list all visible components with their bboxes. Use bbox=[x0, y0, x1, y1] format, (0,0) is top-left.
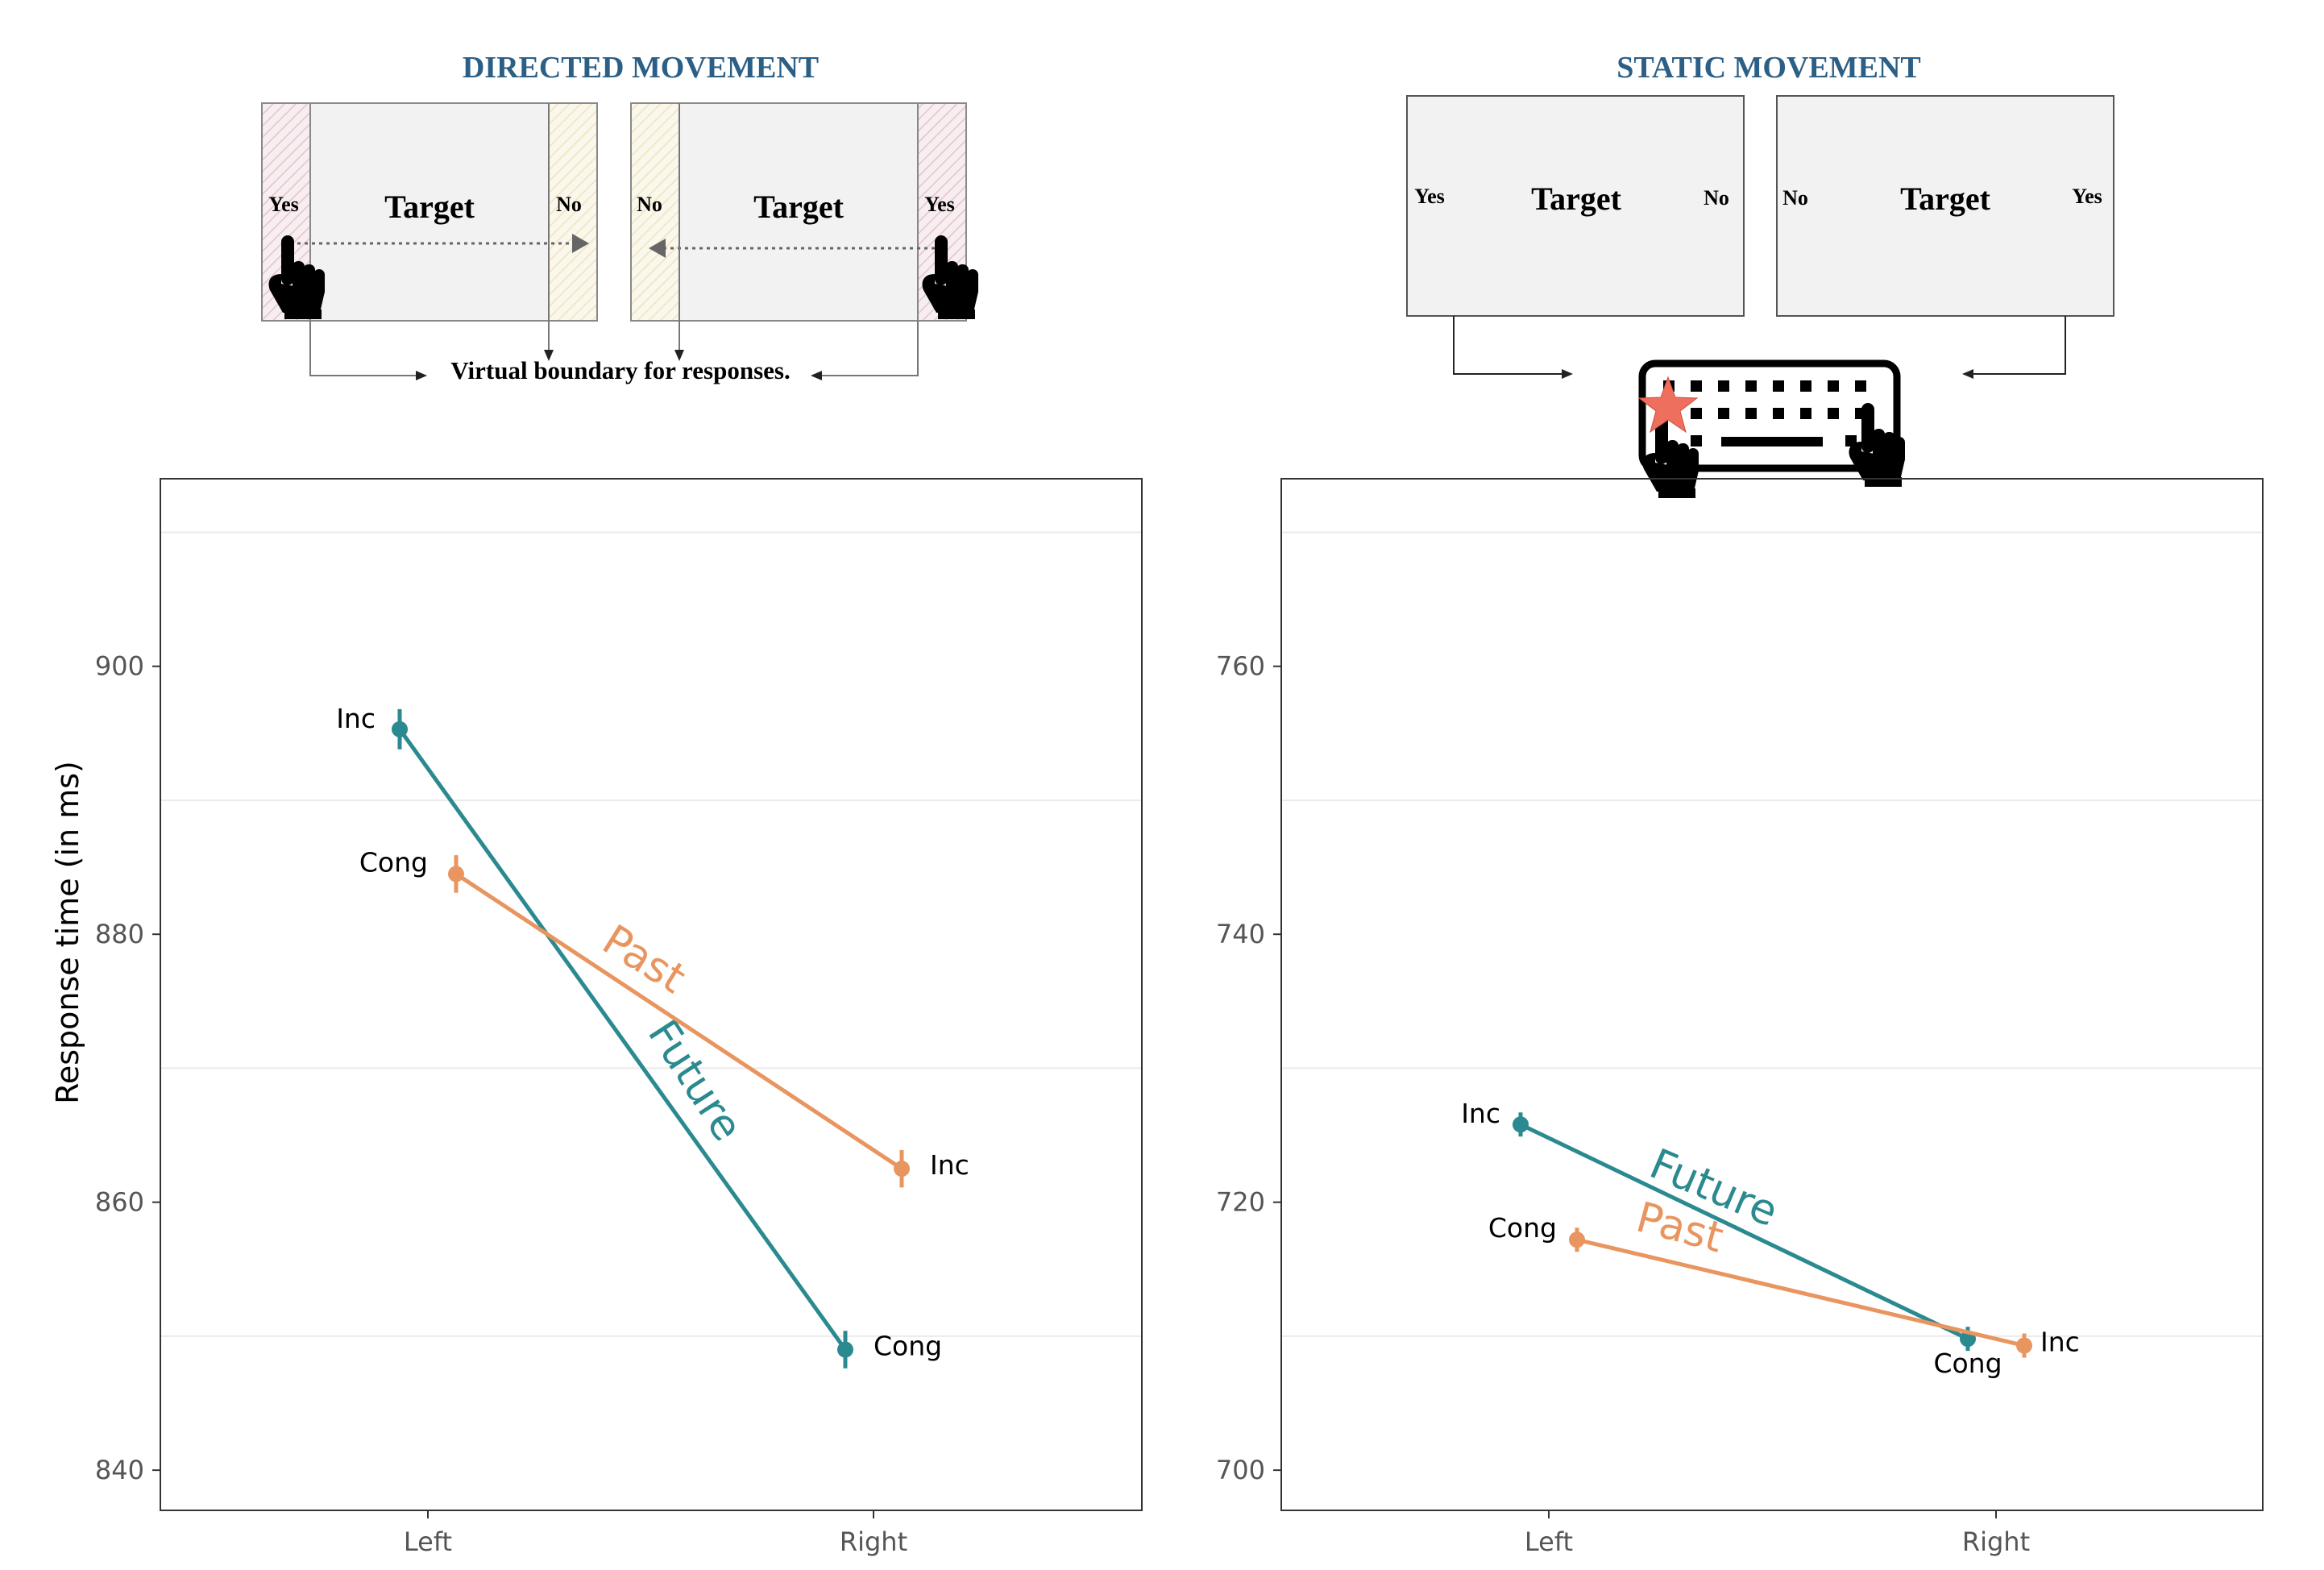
point-label: Cong bbox=[359, 846, 428, 878]
series-line-past bbox=[454, 872, 903, 1171]
y-tick-label: 720 bbox=[1216, 1187, 1265, 1218]
y-tick-label: 760 bbox=[1216, 651, 1265, 682]
directed-movement-heading: DIRECTED MOVEMENT bbox=[463, 51, 819, 85]
directed-movement-illustration: DIRECTED MOVEMENT Yes Target No No Targe… bbox=[261, 51, 978, 384]
no-zone bbox=[548, 102, 598, 322]
data-point bbox=[2016, 1337, 2032, 1354]
keyboard-connectors bbox=[1453, 316, 2066, 379]
series-label-past: Past bbox=[594, 916, 694, 1003]
star-icon bbox=[1637, 376, 1699, 434]
boundary-label: Virtual boundary for responses. bbox=[450, 356, 790, 384]
point-label: Cong bbox=[1933, 1348, 2002, 1379]
data-point bbox=[837, 1341, 853, 1358]
y-axis-label: Response time (in ms) bbox=[50, 761, 85, 1104]
data-point bbox=[894, 1161, 910, 1178]
static-screen-1: Yes Target No bbox=[1406, 95, 1745, 317]
y-tick-label: 880 bbox=[95, 919, 144, 949]
data-point bbox=[1513, 1116, 1529, 1133]
series-line-future bbox=[1519, 1122, 1969, 1341]
x-tick-label: Right bbox=[840, 1526, 907, 1557]
screen-left-label: Yes bbox=[1414, 185, 1445, 208]
x-tick-label: Right bbox=[1962, 1526, 2030, 1557]
screen-target-label: Target bbox=[1531, 181, 1622, 217]
data-point bbox=[1569, 1231, 1585, 1248]
data-point bbox=[392, 721, 408, 737]
data-point bbox=[448, 866, 464, 883]
x-tick-label: Left bbox=[404, 1526, 452, 1557]
x-tick-label: Left bbox=[1525, 1526, 1573, 1557]
screen-right-label: Yes bbox=[924, 193, 955, 216]
screen-target-label: Target bbox=[753, 189, 845, 225]
point-label: Inc bbox=[930, 1149, 969, 1181]
y-tick-label: 900 bbox=[95, 651, 144, 682]
point-label: Cong bbox=[1488, 1212, 1557, 1244]
point-label: Inc bbox=[2040, 1327, 2080, 1358]
screen-left-label: No bbox=[637, 193, 662, 216]
screen-left-label: Yes bbox=[268, 193, 299, 216]
series-line-future bbox=[397, 728, 848, 1351]
y-tick-label: 840 bbox=[95, 1455, 144, 1485]
boundary-connectors bbox=[309, 103, 919, 380]
directed-screen-1: Yes Target No bbox=[261, 102, 598, 322]
directed-screen-2: No Target Yes bbox=[630, 102, 978, 322]
screen-right-label: No bbox=[556, 193, 582, 216]
screen-target-label: Target bbox=[1900, 181, 1991, 217]
screen-target-label: Target bbox=[384, 189, 475, 225]
keyboard-icon bbox=[1637, 359, 1905, 498]
y-tick-label: 700 bbox=[1216, 1455, 1265, 1485]
screen-right-label: No bbox=[1704, 186, 1729, 210]
point-label: Inc bbox=[336, 703, 376, 734]
point-label: Cong bbox=[874, 1331, 942, 1362]
plot-frame bbox=[1280, 478, 2264, 1511]
static-screen-2: No Target Yes bbox=[1776, 95, 2114, 317]
point-label: Inc bbox=[1461, 1098, 1500, 1129]
y-tick-label: 740 bbox=[1216, 919, 1265, 949]
plot-frame bbox=[160, 478, 1143, 1511]
static-movement-illustration: STATIC MOVEMENT Yes Target No No Target … bbox=[1406, 51, 2114, 498]
y-tick-label: 860 bbox=[95, 1187, 144, 1218]
series-line-past bbox=[1576, 1237, 2025, 1348]
screen-right-label: Yes bbox=[2072, 185, 2102, 208]
static-movement-heading: STATIC MOVEMENT bbox=[1616, 51, 1921, 85]
screen-left-label: No bbox=[1782, 186, 1808, 210]
